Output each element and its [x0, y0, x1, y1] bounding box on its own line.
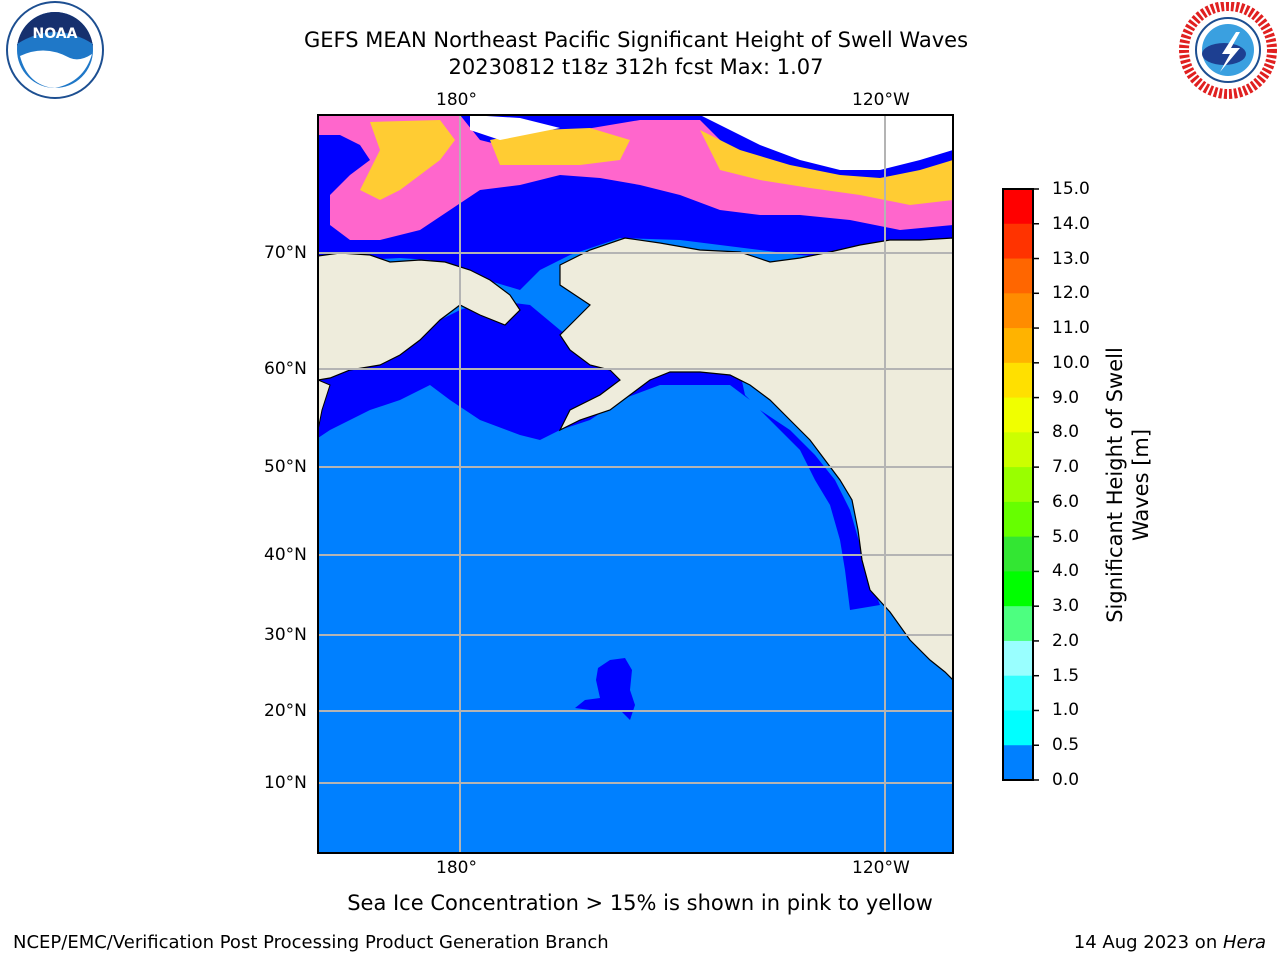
colorbar-level-label: 1.0 — [1052, 700, 1080, 721]
colorbar-level-label: 6.0 — [1052, 491, 1080, 512]
lat-label-60n: 60°N — [264, 359, 307, 379]
noaa-logo: NOAA — [6, 1, 104, 99]
colorbar-level-label: 14.0 — [1052, 213, 1090, 234]
machine-name: Hera — [1222, 932, 1266, 953]
colorbar-level-label: 3.0 — [1052, 596, 1080, 617]
sea-ice-pink — [318, 115, 953, 240]
colorbar-level-label: 5.0 — [1052, 526, 1080, 547]
colorbar-level-label: 4.0 — [1052, 561, 1080, 582]
date-note: 14 Aug 2023 on Hera — [1074, 932, 1266, 954]
lon-label-bottom-180: 180° — [436, 858, 477, 878]
colorbar-level-label: 11.0 — [1052, 318, 1090, 339]
lat-label-20n: 20°N — [264, 701, 307, 721]
colorbar-level-label: 0.5 — [1052, 735, 1080, 756]
colorbar-level-label: 13.0 — [1052, 248, 1090, 269]
sea-ice-note: Sea Ice Concentration > 15% is shown in … — [347, 891, 933, 915]
colorbar-title-line1: Significant Height of Swell — [1103, 347, 1127, 623]
colorbar-level-label: 2.0 — [1052, 630, 1080, 651]
chart-title: GEFS MEAN Northeast Pacific Significant … — [303, 28, 969, 52]
lon-label-top-120w: 120°W — [852, 90, 910, 110]
open-sea-ice-white — [470, 115, 953, 170]
chart-subtitle: 20230812 t18z 312h fcst Max: 1.07 — [448, 55, 824, 79]
colorbar-level-label: 0.0 — [1052, 770, 1080, 790]
colorbar-level-label: 9.0 — [1052, 387, 1080, 408]
lat-label-30n: 30°N — [264, 625, 307, 645]
colorbar-level-label: 8.0 — [1052, 422, 1080, 443]
lat-label-50n: 50°N — [264, 457, 307, 477]
colorbar-level-label: 12.0 — [1052, 283, 1090, 304]
map-frame — [317, 114, 954, 854]
lat-label-10n: 10°N — [264, 773, 307, 793]
colorbar-level-label: 10.0 — [1052, 352, 1090, 373]
colorbar-level-label: 7.0 — [1052, 457, 1080, 478]
svg-text:NOAA: NOAA — [33, 26, 78, 42]
lon-label-bottom-120w: 120°W — [852, 858, 910, 878]
lat-label-40n: 40°N — [264, 545, 307, 565]
nws-logo — [1179, 2, 1277, 99]
colorbar-level-label: 1.5 — [1052, 665, 1080, 686]
low-swell-region-hawaii — [575, 658, 635, 720]
graticule — [318, 115, 953, 853]
colorbar-title-line2: Waves [m] — [1129, 428, 1153, 542]
colorbar-title: Significant Height of Swell Waves [m] — [1102, 347, 1154, 623]
colorbar-level-label: 15.0 — [1052, 179, 1090, 199]
lon-label-top-180: 180° — [436, 90, 477, 110]
branch-note: NCEP/EMC/Verification Post Processing Pr… — [13, 932, 609, 953]
lat-label-70n: 70°N — [264, 243, 307, 263]
date-text: 14 Aug 2023 on — [1073, 932, 1223, 953]
sea-ice-yellow — [360, 120, 953, 205]
land-kamchatka — [318, 379, 331, 431]
